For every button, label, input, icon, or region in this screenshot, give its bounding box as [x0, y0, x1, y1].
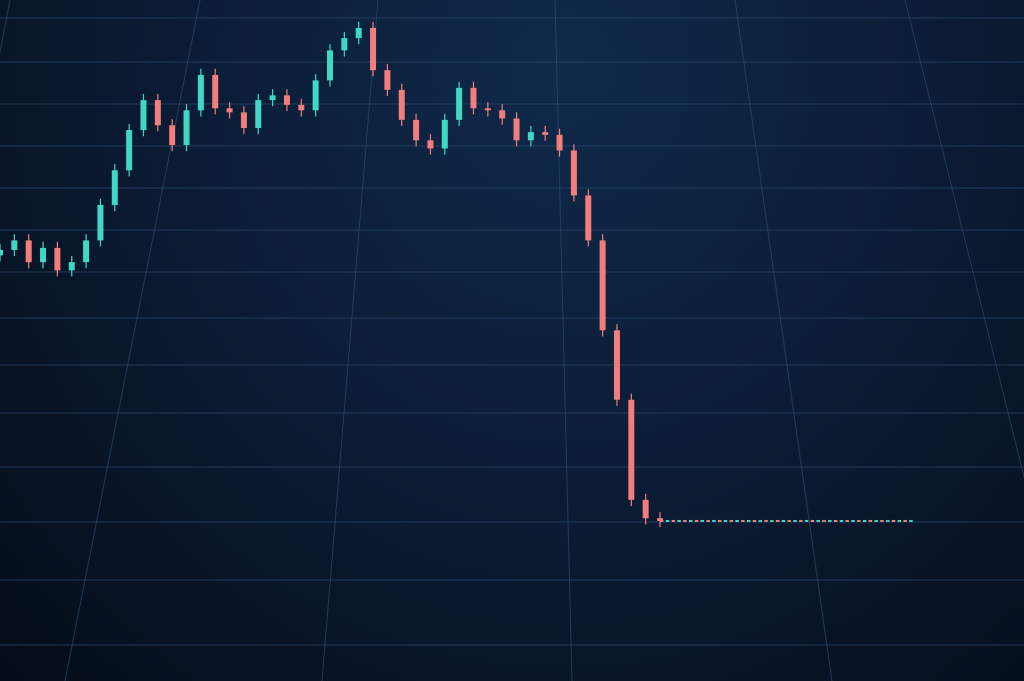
candle-body	[140, 100, 147, 131]
candle-body	[97, 204, 104, 241]
candle-body	[197, 74, 204, 111]
candle-body	[83, 240, 90, 263]
candle-flat	[868, 519, 873, 522]
grid-line-vertical	[734, 0, 833, 681]
candle-body	[470, 87, 477, 109]
candle-body	[54, 247, 61, 271]
candle-flat	[781, 519, 786, 522]
candle-flat	[810, 519, 815, 522]
candle-flat	[660, 519, 664, 522]
candle-body	[570, 150, 577, 196]
candle-body	[527, 132, 534, 141]
candle-flat	[735, 519, 739, 522]
candle-flat	[729, 519, 734, 522]
candle-body	[312, 80, 319, 111]
candle-body	[456, 87, 463, 120]
candle-flat	[770, 519, 774, 522]
grid-line-vertical	[321, 0, 379, 681]
candle-flat	[717, 519, 722, 522]
candle-body	[240, 112, 247, 129]
candle-body	[585, 195, 592, 241]
candle-body	[126, 130, 133, 171]
candle-body	[40, 247, 47, 263]
candle-body	[657, 518, 663, 521]
candle-body	[298, 104, 305, 111]
candle-body	[255, 100, 262, 129]
candle-flat	[845, 519, 849, 522]
candle-body	[355, 27, 362, 39]
candle-flat	[839, 519, 844, 522]
candle-body	[542, 132, 549, 135]
candle-flat	[683, 519, 687, 522]
candle-flat	[775, 519, 780, 522]
candle-flat	[706, 519, 710, 522]
candle-flat	[874, 519, 878, 522]
candle-flat	[903, 519, 907, 522]
candle-flat	[891, 519, 896, 522]
candle-body	[398, 89, 405, 120]
candle-flat	[752, 519, 757, 522]
candle-flat	[851, 519, 855, 522]
candle-body	[441, 119, 448, 149]
candle-flat	[804, 519, 809, 522]
candle-flat	[787, 519, 791, 522]
candle-flat	[897, 519, 902, 522]
candle-body	[169, 125, 176, 146]
candle-flat	[723, 519, 728, 522]
candle-body	[154, 100, 161, 126]
candle-body	[370, 27, 377, 71]
candle-body	[513, 118, 520, 141]
candle-body	[599, 240, 606, 331]
candle-flat	[758, 519, 762, 522]
candle-flat	[746, 519, 751, 522]
candle-body	[484, 108, 491, 111]
candle-body	[11, 240, 18, 250]
candle-flat	[700, 519, 705, 522]
candle-body	[642, 499, 649, 519]
candle-flat	[828, 519, 832, 522]
candle-body	[212, 74, 219, 109]
candle-flat	[712, 519, 716, 522]
candle-body	[613, 330, 620, 400]
candle-flat	[909, 519, 913, 522]
candle-body	[556, 134, 563, 151]
candle-flat	[694, 519, 699, 522]
candle-body	[0, 249, 3, 256]
candle-flat	[862, 519, 867, 522]
grid-line-vertical	[554, 0, 573, 681]
grid-line-vertical	[0, 0, 11, 56]
candle-body	[25, 240, 32, 263]
candle-flat	[671, 519, 676, 522]
candle-body	[111, 170, 118, 205]
candle-body	[413, 119, 420, 141]
candle-flat	[880, 519, 884, 522]
candle-flat	[886, 519, 890, 522]
candle-flat	[741, 519, 745, 522]
candle-body	[283, 95, 290, 105]
candle-flat	[793, 519, 797, 522]
candle-flat	[764, 519, 768, 522]
candle-body	[183, 110, 190, 146]
candle-body	[68, 262, 75, 271]
candle-flat	[857, 519, 861, 522]
candle-flat	[665, 519, 670, 522]
candle-body	[341, 38, 348, 51]
candle-body	[327, 50, 333, 81]
candle-flat	[816, 519, 820, 522]
candle-body	[628, 399, 635, 500]
candle-body	[499, 110, 506, 119]
candle-flat	[833, 519, 838, 522]
grid-line-vertical	[64, 0, 201, 681]
candle-body	[384, 70, 391, 90]
candle-flat	[677, 519, 681, 522]
candle-flat	[799, 519, 803, 522]
candle-flat	[688, 519, 693, 522]
grid-line-vertical	[904, 0, 1024, 479]
candle-body	[427, 140, 434, 149]
candle-body	[226, 108, 233, 113]
candle-flat	[822, 519, 826, 522]
candle-body	[269, 95, 276, 101]
